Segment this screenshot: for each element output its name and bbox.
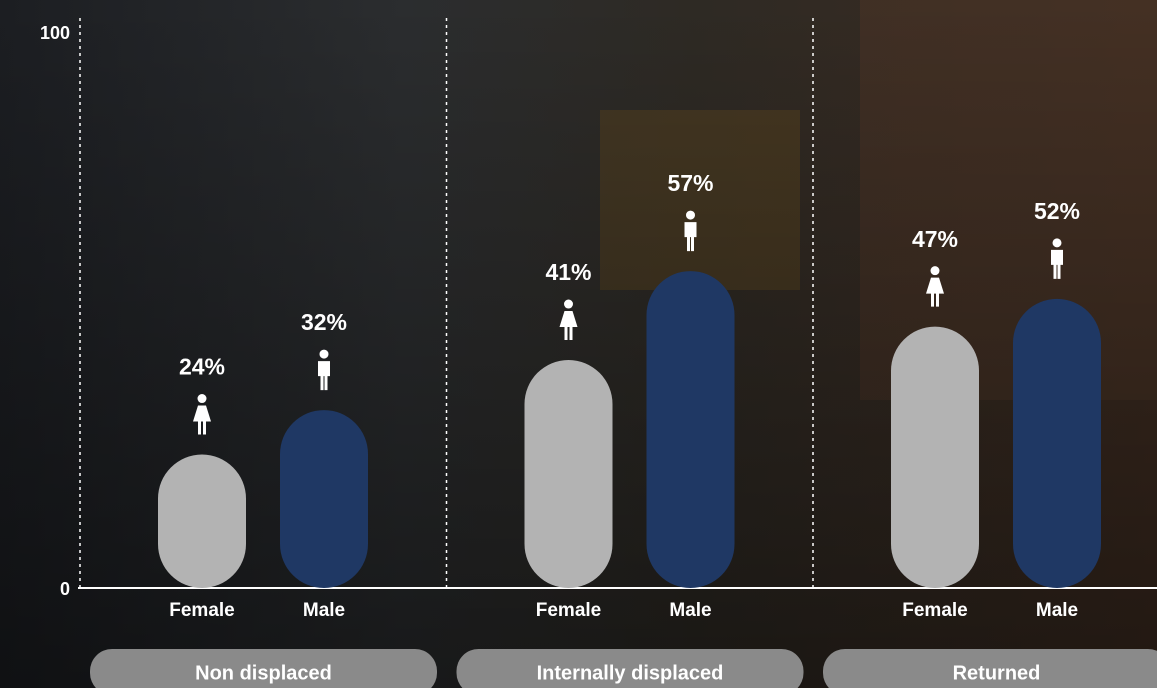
y-tick-label: 100 [40,23,70,43]
value-label: 24% [179,354,225,380]
value-label: 41% [545,259,591,285]
x-tick-label: Female [536,600,601,621]
icon-head [686,211,695,220]
page: {"chart_data": {"type": "bar", "categori… [0,0,1157,688]
x-tick-label: Female [902,600,967,621]
x-tick-label: Male [669,600,711,621]
value-label: 57% [667,170,713,196]
icon-head [564,300,573,309]
group-label: Returned [953,662,1041,684]
x-tick-label: Female [169,600,234,621]
icon-head [320,350,329,359]
bar [1013,299,1101,588]
chart: 0 100 24% Female 32% Male Non displaced 41% Fema… [0,0,1157,688]
icon-head [198,394,207,403]
group-label: Non displaced [195,662,332,684]
value-label: 52% [1034,198,1080,224]
x-tick-label: Male [1036,600,1078,621]
value-label: 32% [301,309,347,335]
bar [647,271,735,588]
x-tick-label: Male [303,600,345,621]
icon-head [1053,238,1062,247]
group-label: Internally displaced [537,662,724,684]
y-tick-label: 0 [60,579,70,599]
value-label: 47% [912,226,958,252]
bar [525,360,613,588]
icon-head [931,266,940,275]
bar [280,410,368,588]
bar [891,327,979,588]
bar [158,455,246,588]
